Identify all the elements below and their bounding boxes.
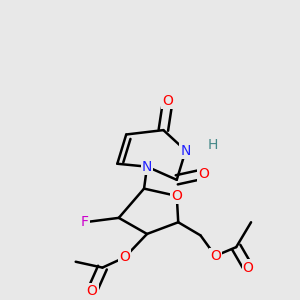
Text: O: O	[87, 284, 98, 298]
Text: F: F	[81, 215, 88, 229]
Text: O: O	[243, 261, 254, 274]
Text: O: O	[198, 167, 209, 181]
Text: H: H	[207, 138, 218, 152]
Text: O: O	[210, 249, 221, 263]
Text: N: N	[181, 144, 191, 158]
Text: O: O	[162, 94, 173, 108]
Text: O: O	[119, 250, 130, 264]
Text: N: N	[142, 160, 152, 174]
Text: O: O	[171, 189, 182, 203]
